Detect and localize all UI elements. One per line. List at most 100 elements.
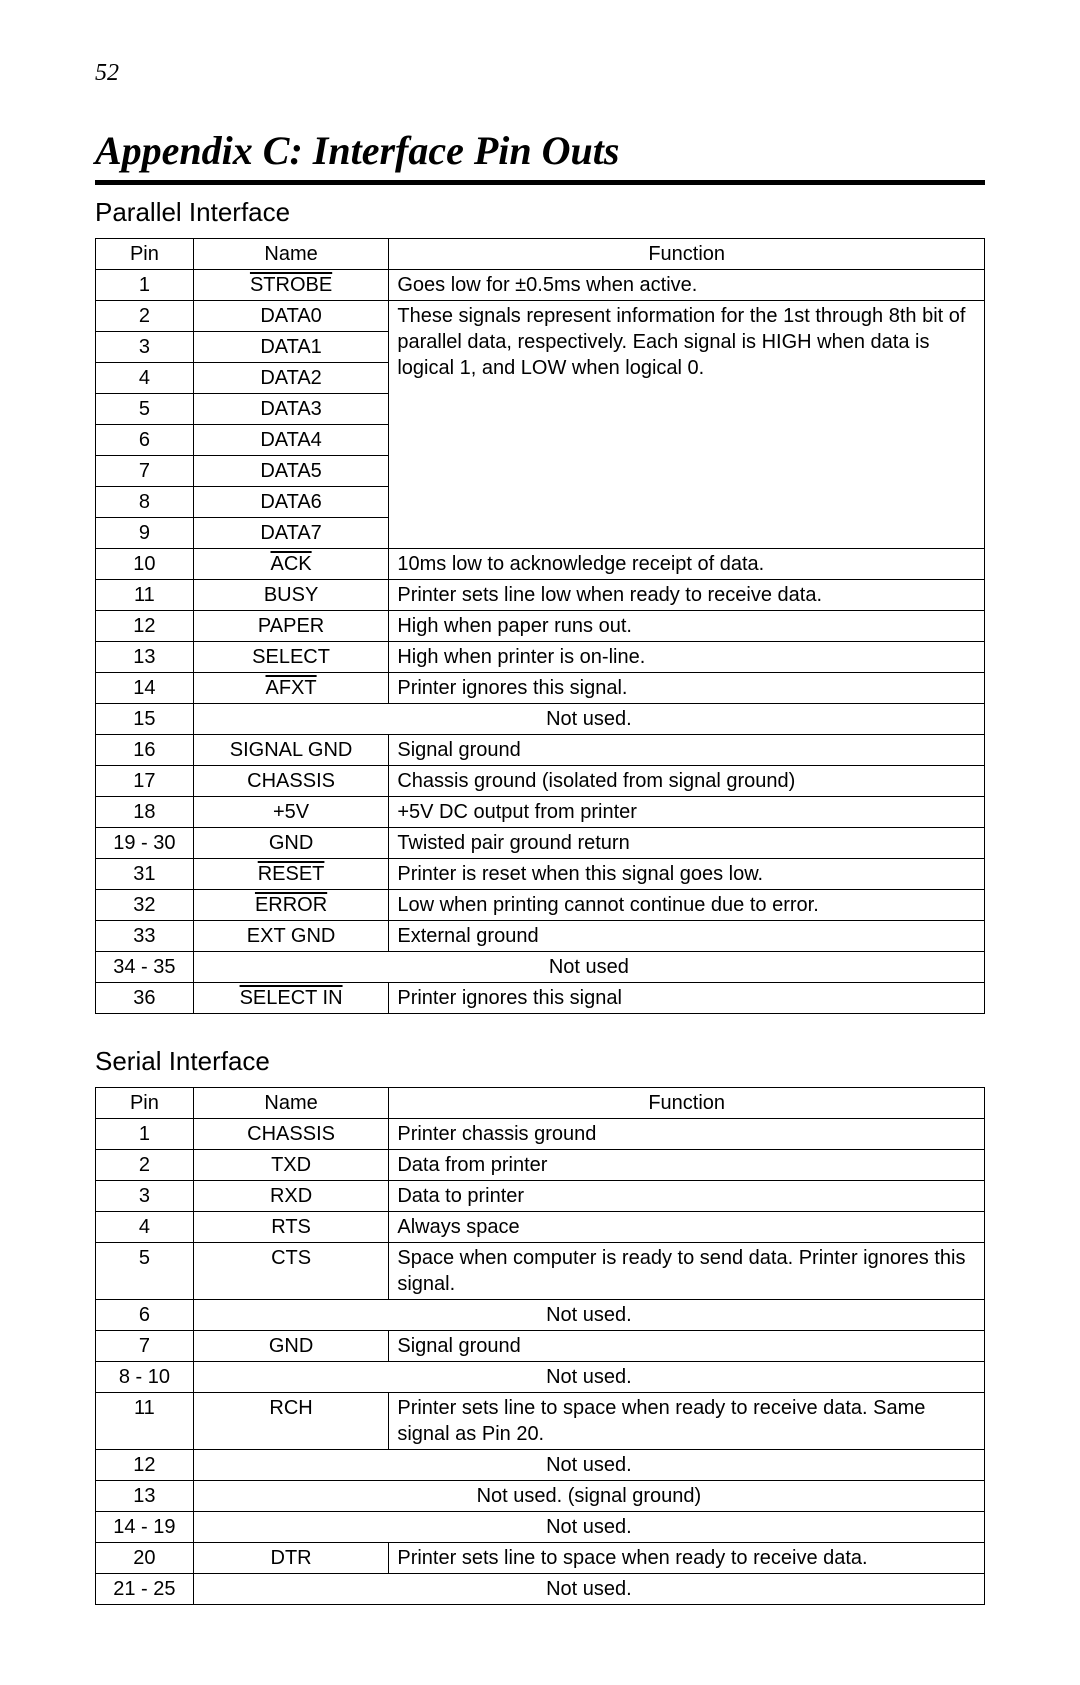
name-cell: DATA6	[193, 487, 389, 518]
table-row: 36SELECT INPrinter ignores this signal	[96, 983, 985, 1014]
table-row: 12PAPERHigh when paper runs out.	[96, 611, 985, 642]
function-cell: Always space	[389, 1212, 985, 1243]
function-cell: Printer is reset when this signal goes l…	[389, 859, 985, 890]
pin-cell: 12	[96, 1450, 194, 1481]
table-row: 2TXDData from printer	[96, 1150, 985, 1181]
pin-cell: 2	[96, 1150, 194, 1181]
name-cell: GND	[193, 1331, 389, 1362]
serial-table: Pin Name Function 1CHASSISPrinter chassi…	[95, 1087, 985, 1605]
table-row: 19 - 30GNDTwisted pair ground return	[96, 828, 985, 859]
col-header-function: Function	[389, 239, 985, 270]
col-header-name: Name	[193, 1088, 389, 1119]
table-row: 14 - 19Not used.	[96, 1512, 985, 1543]
name-cell: CTS	[193, 1243, 389, 1300]
function-cell: Goes low for ±0.5ms when active.	[389, 270, 985, 301]
function-cell: Signal ground	[389, 735, 985, 766]
table-row: 1CHASSISPrinter chassis ground	[96, 1119, 985, 1150]
table-header-row: Pin Name Function	[96, 239, 985, 270]
pin-cell: 14 - 19	[96, 1512, 194, 1543]
title-rule	[95, 180, 985, 185]
table-row: 31RESETPrinter is reset when this signal…	[96, 859, 985, 890]
name-cell: DATA0	[193, 301, 389, 332]
table-row: 3RXDData to printer	[96, 1181, 985, 1212]
pin-cell: 31	[96, 859, 194, 890]
col-header-name: Name	[193, 239, 389, 270]
table-row: 1STROBEGoes low for ±0.5ms when active.	[96, 270, 985, 301]
pin-cell: 19 - 30	[96, 828, 194, 859]
table-row: 8 - 10Not used.	[96, 1362, 985, 1393]
parallel-table: Pin Name Function 1STROBEGoes low for ±0…	[95, 238, 985, 1014]
pin-cell: 4	[96, 1212, 194, 1243]
pin-cell: 12	[96, 611, 194, 642]
function-cell: Printer chassis ground	[389, 1119, 985, 1150]
name-cell: ACK	[193, 549, 389, 580]
name-cell: ERROR	[193, 890, 389, 921]
name-cell: DATA3	[193, 394, 389, 425]
pin-cell: 11	[96, 1393, 194, 1450]
name-cell: RESET	[193, 859, 389, 890]
name-cell: CHASSIS	[193, 1119, 389, 1150]
pin-cell: 7	[96, 456, 194, 487]
pin-cell: 3	[96, 332, 194, 363]
name-cell: DTR	[193, 1543, 389, 1574]
pin-cell: 34 - 35	[96, 952, 194, 983]
function-cell: High when printer is on-line.	[389, 642, 985, 673]
pin-cell: 13	[96, 1481, 194, 1512]
table-row: 5CTSSpace when computer is ready to send…	[96, 1243, 985, 1300]
pin-cell: 1	[96, 1119, 194, 1150]
name-cell: RCH	[193, 1393, 389, 1450]
table-row: 13SELECTHigh when printer is on-line.	[96, 642, 985, 673]
function-cell: Printer ignores this signal.	[389, 673, 985, 704]
function-cell: Printer sets line to space when ready to…	[389, 1393, 985, 1450]
table-row: 17CHASSISChassis ground (isolated from s…	[96, 766, 985, 797]
function-cell: Printer sets line low when ready to rece…	[389, 580, 985, 611]
pin-cell: 21 - 25	[96, 1574, 194, 1605]
name-cell: GND	[193, 828, 389, 859]
name-cell: RXD	[193, 1181, 389, 1212]
table-row: 21 - 25Not used.	[96, 1574, 985, 1605]
name-cell: EXT GND	[193, 921, 389, 952]
col-header-pin: Pin	[96, 1088, 194, 1119]
pin-cell: 13	[96, 642, 194, 673]
table-row: 15Not used.	[96, 704, 985, 735]
name-cell: TXD	[193, 1150, 389, 1181]
page-number: 52	[95, 60, 985, 87]
pin-cell: 6	[96, 425, 194, 456]
function-cell: Printer sets line to space when ready to…	[389, 1543, 985, 1574]
table-row: 18+5V+5V DC output from printer	[96, 797, 985, 828]
function-cell: Data from printer	[389, 1150, 985, 1181]
function-cell: 10ms low to acknowledge receipt of data.	[389, 549, 985, 580]
pin-cell: 15	[96, 704, 194, 735]
parallel-heading: Parallel Interface	[95, 197, 985, 228]
name-cell: CHASSIS	[193, 766, 389, 797]
name-cell: DATA2	[193, 363, 389, 394]
table-row: 6Not used.	[96, 1300, 985, 1331]
appendix-title: Appendix C: Interface Pin Outs	[95, 127, 985, 174]
merged-function-cell: Not used. (signal ground)	[193, 1481, 984, 1512]
pin-cell: 10	[96, 549, 194, 580]
merged-function-cell: Not used.	[193, 1512, 984, 1543]
function-cell: +5V DC output from printer	[389, 797, 985, 828]
name-cell: SELECT IN	[193, 983, 389, 1014]
pin-cell: 11	[96, 580, 194, 611]
col-header-pin: Pin	[96, 239, 194, 270]
table-row: 11RCHPrinter sets line to space when rea…	[96, 1393, 985, 1450]
table-row: 4RTSAlways space	[96, 1212, 985, 1243]
name-cell: +5V	[193, 797, 389, 828]
page: 52 Appendix C: Interface Pin Outs Parall…	[0, 0, 1080, 1685]
table-row: 13Not used. (signal ground)	[96, 1481, 985, 1512]
table-row: 12Not used.	[96, 1450, 985, 1481]
name-cell: DATA7	[193, 518, 389, 549]
name-cell: DATA4	[193, 425, 389, 456]
pin-cell: 2	[96, 301, 194, 332]
table-header-row: Pin Name Function	[96, 1088, 985, 1119]
pin-cell: 3	[96, 1181, 194, 1212]
function-cell: Twisted pair ground return	[389, 828, 985, 859]
function-cell: Signal ground	[389, 1331, 985, 1362]
name-cell: AFXT	[193, 673, 389, 704]
table-row: 16SIGNAL GNDSignal ground	[96, 735, 985, 766]
table-row: 14AFXTPrinter ignores this signal.	[96, 673, 985, 704]
table-row: 32ERRORLow when printing cannot continue…	[96, 890, 985, 921]
merged-function-cell: Not used.	[193, 704, 984, 735]
name-cell: DATA5	[193, 456, 389, 487]
